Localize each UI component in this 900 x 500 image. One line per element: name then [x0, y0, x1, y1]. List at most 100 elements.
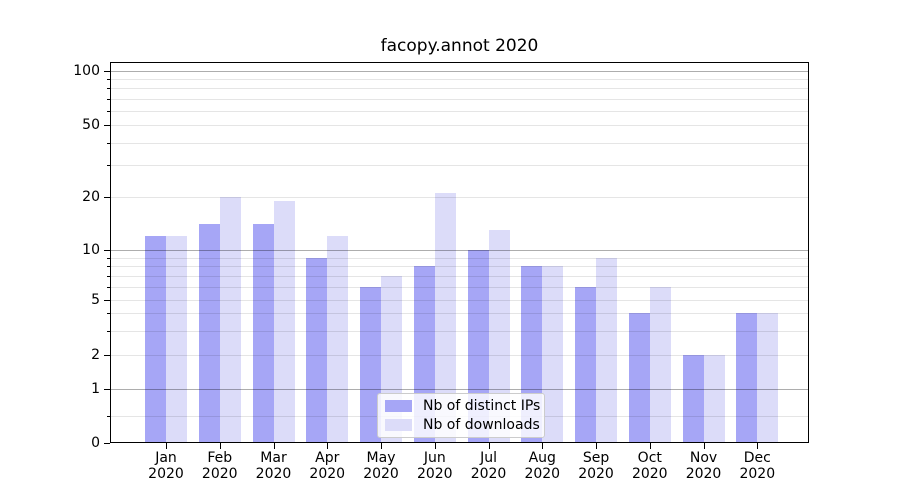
x-tick-mark [488, 443, 490, 449]
gridline-minor [110, 142, 809, 144]
y-minor-tick-mark [107, 416, 110, 417]
bar-ips-oct [628, 313, 650, 443]
gridline-minor [110, 330, 809, 332]
bar-downloads-nov [703, 355, 725, 443]
x-tick-year: 2020 [524, 466, 561, 482]
x-tick-label: May 2020 [349, 450, 413, 482]
x-tick-label: Sep 2020 [564, 450, 628, 482]
gridline-minor [110, 355, 809, 356]
x-tick-label: Dec 2020 [725, 450, 789, 482]
legend-swatch-downloads [385, 419, 412, 431]
y-tick-mark [104, 71, 110, 72]
gridline-minor [110, 98, 809, 100]
gridline-minor [110, 165, 809, 167]
x-tick-month: Oct [637, 450, 662, 466]
gridline-minor [110, 275, 809, 277]
x-tick-mark [327, 443, 329, 449]
y-tick-mark [104, 389, 110, 390]
y-minor-tick-mark [107, 300, 110, 301]
x-tick-month: May [366, 450, 396, 466]
gridline-minor [110, 110, 809, 112]
x-tick-month: Jan [155, 450, 177, 466]
bar-ips-nov [682, 355, 704, 443]
legend: Nb of distinct IPs Nb of downloads [377, 393, 545, 438]
y-tick-mark [104, 443, 110, 444]
gridline-minor [110, 257, 809, 259]
gridline-major [110, 250, 809, 251]
y-minor-tick-mark [107, 275, 110, 277]
gridline-minor [110, 125, 809, 126]
y-tick-label: 5 [91, 292, 100, 308]
gridline-minor [110, 313, 809, 315]
y-minor-tick-mark [107, 165, 110, 167]
bar-ips-dec [736, 313, 758, 443]
gridline-minor [110, 286, 809, 288]
y-minor-tick-mark [107, 197, 110, 198]
y-minor-tick-mark [107, 125, 110, 126]
gridline-minor [110, 300, 809, 301]
bar-downloads-apr [327, 236, 349, 443]
bar-downloads-oct [649, 286, 671, 443]
x-tick-year: 2020 [148, 466, 184, 482]
x-tick-year: 2020 [470, 466, 507, 482]
y-minor-tick-mark [107, 142, 110, 144]
gridline-major [110, 71, 809, 72]
bar-ips-may [360, 286, 382, 443]
gridline-minor [110, 197, 809, 198]
gridline-minor [110, 88, 809, 90]
x-tick-month: Jun [423, 450, 446, 466]
x-tick-year: 2020 [201, 466, 238, 482]
x-tick-year: 2020 [739, 466, 776, 482]
x-tick-label: Jun 2020 [403, 450, 467, 482]
bar-ips-sep [575, 286, 597, 443]
x-tick-month: Dec [743, 450, 771, 466]
x-tick-month: Aug [528, 450, 556, 466]
x-tick-mark [166, 443, 167, 449]
x-tick-mark [757, 443, 759, 449]
x-tick-month: Nov [689, 450, 718, 466]
x-tick-label: Jan 2020 [134, 450, 198, 482]
x-tick-year: 2020 [363, 466, 399, 482]
x-tick-month: Feb [207, 450, 233, 466]
x-tick-mark [434, 443, 436, 449]
legend-item: Nb of distinct IPs [385, 398, 540, 414]
x-tick-year: 2020 [255, 466, 292, 482]
x-tick-mark [381, 443, 383, 449]
bar-ips-apr [306, 257, 328, 443]
x-tick-year: 2020 [416, 466, 453, 482]
y-minor-tick-mark [107, 286, 110, 288]
gridline-minor [110, 79, 809, 81]
legend-item: Nb of downloads [385, 417, 540, 433]
x-tick-year: 2020 [685, 466, 722, 482]
bar-downloads-jan [166, 236, 187, 443]
y-minor-tick-mark [107, 330, 110, 332]
gridline-major [110, 389, 809, 390]
x-tick-mark [649, 443, 651, 449]
x-tick-label: Oct 2020 [618, 450, 682, 482]
y-tick-label: 10 [82, 242, 100, 258]
x-tick-year: 2020 [631, 466, 668, 482]
x-tick-month: Sep [582, 450, 610, 466]
bar-ips-mar [252, 224, 274, 443]
y-minor-tick-mark [107, 266, 110, 268]
y-minor-tick-mark [107, 79, 110, 81]
x-tick-mark [542, 443, 544, 449]
x-tick-mark [219, 443, 221, 449]
legend-swatch-distinct-ips [385, 400, 412, 412]
x-tick-label: Apr 2020 [295, 450, 359, 482]
chart-title: facopy.annot 2020 [380, 36, 539, 56]
bar-downloads-jul [488, 229, 510, 443]
bar-downloads-aug [542, 266, 564, 443]
x-tick-label: Feb 2020 [188, 450, 252, 482]
x-tick-mark [596, 443, 598, 449]
bar-ips-jan [145, 236, 166, 443]
y-minor-tick-mark [107, 313, 110, 315]
x-tick-label: Jul 2020 [457, 450, 521, 482]
bar-downloads-jun [434, 193, 456, 443]
y-tick-label: 20 [82, 189, 100, 205]
y-minor-tick-mark [107, 88, 110, 90]
bar-ips-feb [198, 224, 220, 443]
x-tick-mark [703, 443, 705, 449]
gridline-minor [110, 266, 809, 268]
